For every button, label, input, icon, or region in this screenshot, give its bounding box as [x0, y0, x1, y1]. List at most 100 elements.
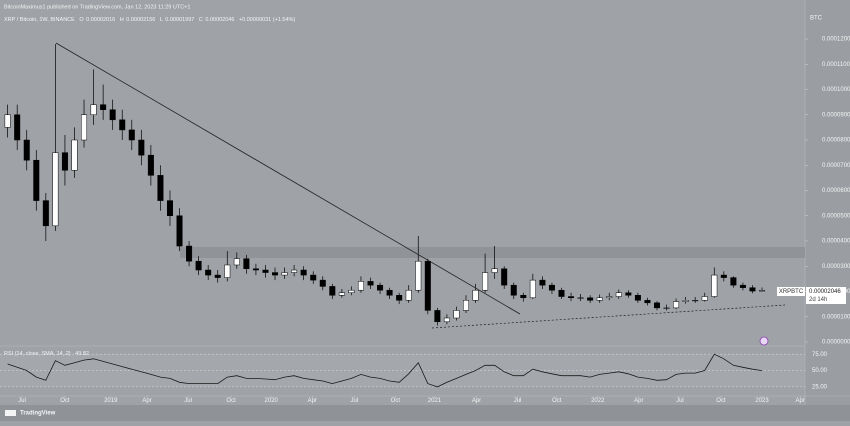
x-tick-label: 2020: [265, 398, 279, 404]
candle-body: [539, 279, 546, 286]
x-tick-label: Apr: [142, 398, 151, 404]
candle-body: [596, 297, 603, 301]
brand-logo: [5, 410, 16, 416]
ohlc-value: 0.00002156: [126, 17, 155, 23]
candle-body: [157, 175, 164, 201]
candle-body: [243, 258, 250, 270]
candle-body: [386, 289, 393, 296]
candle-body: [14, 114, 21, 141]
currency: BTC: [810, 16, 823, 22]
ohlc-value: 0.00002046: [205, 17, 234, 23]
candle-body: [606, 296, 613, 299]
candle-body: [568, 296, 575, 299]
candle-body: [482, 272, 489, 291]
candle-body: [730, 277, 737, 286]
candle-body: [33, 159, 40, 201]
x-tick-label: Oct: [60, 398, 70, 404]
descending-trendline: [55, 42, 521, 315]
publisher: BitcoinMaximus1 published on TradingView…: [4, 4, 190, 10]
candle-body: [491, 268, 498, 273]
candle-body: [119, 119, 126, 131]
ohlc-label: H: [120, 17, 124, 23]
candle-body: [71, 139, 78, 171]
x-tick-label: Apr: [634, 398, 643, 404]
candle-body: [224, 264, 231, 278]
ticker-box: [777, 287, 805, 296]
x-tick-label: Oct: [716, 398, 726, 404]
x-tick-label: Jul: [514, 398, 522, 404]
candle-body: [663, 307, 670, 309]
event-marker[interactable]: [759, 336, 769, 346]
candle-body: [109, 109, 116, 121]
footer: [0, 405, 850, 421]
rsi-tick-label: 50.00: [812, 368, 828, 374]
candle-body: [214, 274, 221, 278]
candle-body: [720, 274, 727, 278]
ohlc-label: O: [79, 17, 84, 23]
candle-body: [673, 301, 680, 309]
candle-body: [176, 215, 183, 247]
x-tick-label: 2021: [428, 398, 442, 404]
candle-body: [510, 284, 517, 296]
brand: TradingView: [20, 411, 56, 417]
candle-body: [357, 281, 364, 291]
x-tick-label: Apr: [796, 398, 805, 404]
y-tick-label: 0.00012000: [822, 37, 850, 43]
x-tick-label: Jul: [18, 398, 26, 404]
candle-body: [682, 300, 689, 302]
candle-body: [434, 310, 441, 323]
candle-body: [377, 284, 384, 291]
candle-body: [653, 302, 660, 309]
candle-body: [692, 300, 699, 302]
candle-body: [615, 292, 622, 297]
candle-body: [90, 104, 97, 116]
x-tick-label: Jul: [350, 398, 358, 404]
x-tick-label: 2022: [591, 398, 605, 404]
candle-body: [100, 104, 107, 110]
symbol-line: XRP / Bitcoin, 1W, BINANCE O 0.00002016 …: [4, 17, 295, 23]
rsi-last: 49.82: [75, 351, 89, 357]
candle-body: [759, 290, 766, 292]
ticker: XRPBTC: [779, 289, 804, 295]
candle-body: [42, 200, 49, 227]
candle-body: [472, 289, 479, 301]
candle-body: [587, 297, 594, 301]
candle-body: [300, 269, 307, 276]
change: +0.00000031 (+1.54%): [239, 17, 295, 23]
candles: [4, 44, 766, 388]
ohlc-label: C: [199, 17, 203, 23]
ohlc-value: 0.00001997: [165, 17, 194, 23]
candle-body: [23, 139, 30, 161]
candle-body: [701, 296, 708, 301]
candle-body: [262, 269, 269, 273]
x-tick-label: 2023: [755, 398, 769, 404]
candle-body: [81, 114, 88, 141]
candle-body: [61, 152, 68, 171]
candle-body: [548, 284, 555, 291]
candle-body: [453, 310, 460, 319]
x-tick-label: Oct: [226, 398, 236, 404]
candle-body: [501, 268, 508, 286]
candle-body: [281, 272, 288, 276]
candle-body: [291, 269, 298, 273]
candle-body: [520, 295, 527, 299]
x-tick-label: Apr: [308, 398, 317, 404]
rsi-band: [0, 354, 805, 387]
candle-body: [166, 200, 173, 216]
candle-body: [233, 258, 240, 266]
candle-body: [443, 317, 450, 323]
x-tick-label: Jul: [184, 398, 192, 404]
candle-body: [749, 287, 756, 292]
candle-body: [128, 129, 135, 141]
support-line: [431, 304, 786, 329]
candle-body: [147, 154, 154, 176]
candle-body: [186, 245, 193, 262]
